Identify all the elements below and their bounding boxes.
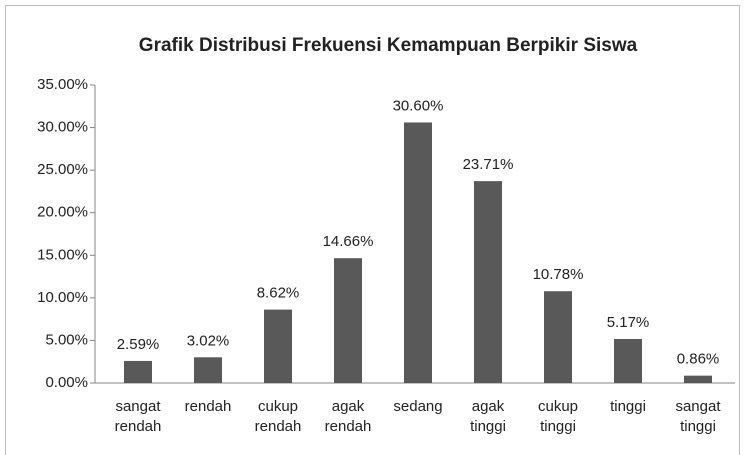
value-label: 14.66% xyxy=(323,233,374,250)
x-tick-label: tinggi xyxy=(610,398,646,415)
bar xyxy=(194,357,222,383)
y-tick-label: 30.00% xyxy=(37,119,88,136)
bar xyxy=(264,309,292,383)
y-tick-label: 10.00% xyxy=(37,289,88,306)
bar xyxy=(474,181,502,383)
value-label: 0.86% xyxy=(677,351,720,368)
value-label: 30.60% xyxy=(393,97,444,114)
y-tick-label: 5.00% xyxy=(45,331,88,348)
value-label: 8.62% xyxy=(257,285,300,302)
value-label: 3.02% xyxy=(187,332,230,349)
x-tick-label: rendah xyxy=(184,398,232,415)
x-tick-label: sangat tinggi xyxy=(675,398,721,435)
bar xyxy=(124,360,152,383)
x-tick-label: agak rendah xyxy=(324,398,372,435)
x-tick-label: cukup rendah xyxy=(254,398,302,435)
value-label: 10.78% xyxy=(533,266,584,283)
y-tick-label: 0.00% xyxy=(45,374,88,391)
y-tick-label: 35.00% xyxy=(37,76,88,93)
x-tick-label: sedang xyxy=(393,398,443,415)
x-tick-label: agak tinggi xyxy=(470,398,506,435)
bar xyxy=(404,122,432,383)
value-label: 5.17% xyxy=(607,314,650,331)
y-tick-label: 25.00% xyxy=(37,161,88,178)
x-tick-label: cukup tinggi xyxy=(537,398,579,435)
value-label: 23.71% xyxy=(463,156,514,173)
bar xyxy=(334,258,362,383)
y-tick-label: 15.00% xyxy=(37,246,88,263)
bar xyxy=(614,338,642,383)
y-tick-label: 20.00% xyxy=(37,204,88,221)
chart-title: Grafik Distribusi Frekuensi Kemampuan Be… xyxy=(139,35,638,56)
bar xyxy=(684,375,712,383)
bar xyxy=(544,291,572,383)
x-tick-label: sangat rendah xyxy=(114,398,162,435)
chart-border xyxy=(5,5,740,455)
value-label: 2.59% xyxy=(117,336,160,353)
